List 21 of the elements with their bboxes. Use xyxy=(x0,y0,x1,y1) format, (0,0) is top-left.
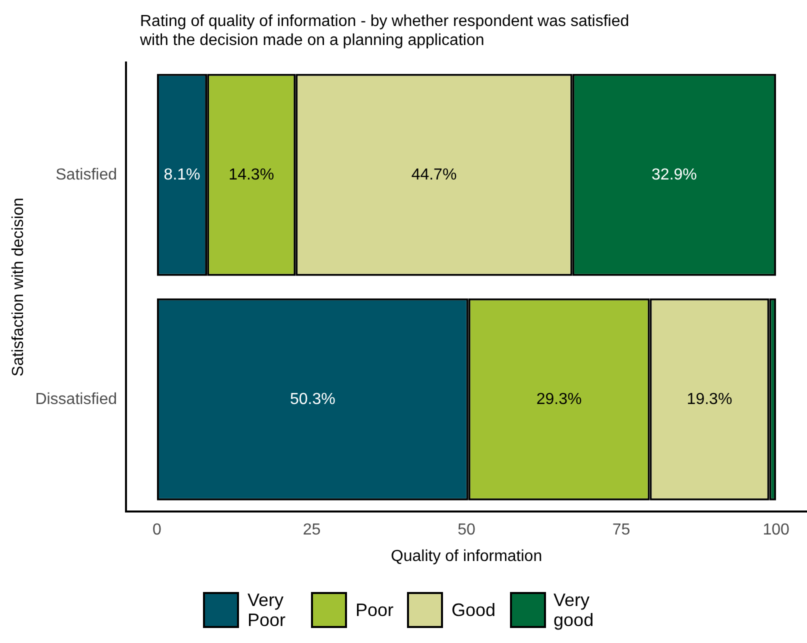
x-tick-label: 25 xyxy=(302,522,321,539)
legend-label: Very good xyxy=(554,590,595,630)
chart-title: Rating of quality of information - by whether respondent was satisfied with the decision made on a planning application xyxy=(140,12,630,50)
x-tick-label: 100 xyxy=(762,522,790,539)
y-tick-label: Dissatisfied xyxy=(35,390,118,408)
data-label: 44.7% xyxy=(411,166,457,184)
y-tick-label: Satisfied xyxy=(56,166,118,184)
x-tick-label: 50 xyxy=(458,522,476,539)
x-tick-label: 0 xyxy=(152,522,162,539)
data-label: 32.9% xyxy=(652,166,697,184)
legend-label: Poor xyxy=(355,600,394,620)
data-label: 50.3% xyxy=(290,390,336,408)
y-axis-title: Satisfaction with decision xyxy=(10,198,28,376)
data-label: 19.3% xyxy=(686,390,732,408)
data-label: 14.3% xyxy=(228,166,274,184)
x-tick-label: 75 xyxy=(612,522,630,539)
legend-label: Very Poor xyxy=(247,590,286,630)
legend-label: Good xyxy=(451,600,496,620)
data-label: 29.3% xyxy=(536,390,582,408)
x-axis-title: Quality of information xyxy=(390,548,542,565)
data-label: 8.1% xyxy=(164,166,200,184)
